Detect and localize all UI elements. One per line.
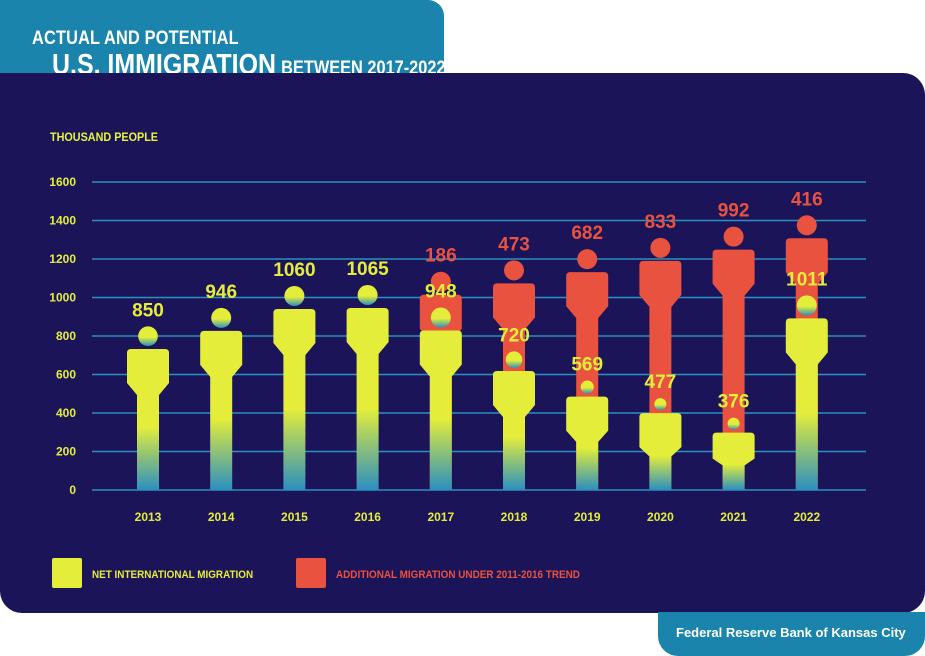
net-migration-figure-body: [566, 396, 609, 490]
x-tick-label: 2018: [501, 510, 528, 524]
legend-additional-label: ADDITIONAL MIGRATION UNDER 2011-2016 TRE…: [336, 569, 580, 581]
net-value-label: 477: [645, 372, 677, 393]
y-tick-label: 800: [56, 329, 76, 343]
y-tick-label: 200: [56, 445, 76, 459]
net-migration-figure: [493, 351, 535, 490]
net-value-label: 720: [498, 325, 530, 346]
additional-value-label: 473: [498, 234, 530, 255]
y-tick-label: 1400: [49, 214, 76, 228]
additional-migration-figure-head: [577, 249, 598, 270]
additional-migration-figure-head: [723, 226, 744, 247]
y-tick-label: 1000: [49, 291, 76, 305]
x-tick-label: 2020: [647, 510, 674, 524]
net-migration-figure-head: [654, 398, 667, 411]
additional-value-label: 833: [645, 212, 677, 233]
net-migration-figure-head: [357, 284, 378, 305]
net-migration-figure-head: [796, 295, 817, 316]
x-tick-label: 2016: [354, 510, 381, 524]
chart-title-line1: ACTUAL AND POTENTIAL: [32, 28, 239, 49]
net-migration-figure-body: [273, 308, 316, 490]
y-tick-label: 1200: [49, 252, 76, 266]
x-tick-label: 2021: [720, 510, 747, 524]
y-axis-label: THOUSAND PEOPLE: [50, 130, 159, 144]
y-tick-label: 0: [69, 483, 76, 497]
net-migration-figure-head: [727, 417, 740, 430]
additional-migration-figure-head: [796, 215, 817, 236]
net-value-label: 946: [205, 282, 237, 303]
additional-migration-figure-body: [712, 249, 755, 490]
footer-source: Federal Reserve Bank of Kansas City: [676, 625, 906, 640]
net-migration-figure-body: [639, 413, 682, 490]
net-migration-figure-body: [419, 330, 462, 490]
x-tick-label: 2015: [281, 510, 308, 524]
net-migration-figure-head: [580, 380, 594, 394]
legend-net-swatch: [52, 558, 82, 588]
additional-value-label: 992: [718, 201, 750, 222]
x-tick-label: 2019: [574, 510, 601, 524]
net-value-label: 1065: [346, 259, 389, 280]
y-tick-label: 600: [56, 368, 76, 382]
net-value-label: 850: [132, 300, 164, 321]
net-migration-figure-head: [430, 307, 451, 328]
x-tick-label: 2022: [793, 510, 820, 524]
net-migration-figure-head: [138, 326, 158, 347]
net-value-label: 376: [718, 392, 750, 413]
net-migration-figure: [127, 326, 169, 490]
net-migration-figure-body: [493, 371, 535, 490]
net-migration-figure: [200, 307, 243, 490]
net-migration-figure-body: [712, 432, 755, 490]
additional-migration-figure-head: [650, 237, 671, 258]
net-value-label: 569: [571, 354, 603, 375]
net-migration-figure-body: [200, 330, 243, 490]
x-tick-label: 2014: [208, 510, 235, 524]
net-migration-figure-head: [505, 351, 523, 369]
net-migration-figure-body: [127, 349, 169, 490]
net-migration-figure: [419, 307, 462, 490]
y-tick-label: 1600: [49, 175, 76, 189]
net-migration-figure: [346, 284, 389, 490]
net-migration-figure-head: [211, 307, 232, 328]
net-migration-figure: [273, 285, 316, 490]
net-migration-figure-body: [785, 318, 828, 490]
net-migration-figure: [566, 380, 609, 490]
net-migration-figure: [639, 398, 682, 490]
net-migration-figure: [712, 417, 755, 490]
x-tick-label: 2013: [135, 510, 162, 524]
net-value-label: 1060: [273, 260, 315, 281]
legend-net-label: NET INTERNATIONAL MIGRATION: [92, 569, 254, 581]
net-migration-figure: [785, 295, 828, 490]
y-tick-label: 400: [56, 406, 76, 420]
additional-value-label: 186: [425, 246, 457, 267]
legend-additional-swatch: [296, 558, 326, 588]
net-value-label: 948: [425, 282, 457, 303]
additional-migration-figure-head: [504, 260, 524, 281]
additional-value-label: 682: [571, 223, 603, 244]
net-migration-figure-head: [284, 285, 305, 306]
x-tick-label: 2017: [427, 510, 454, 524]
additional-migration-figure: [712, 226, 755, 490]
additional-migration-figure-head: [430, 271, 451, 292]
additional-value-label: 416: [791, 189, 823, 210]
net-value-label: 1011: [786, 269, 828, 290]
net-migration-figure-body: [346, 307, 389, 490]
footer-banner: Federal Reserve Bank of Kansas City: [658, 612, 925, 656]
